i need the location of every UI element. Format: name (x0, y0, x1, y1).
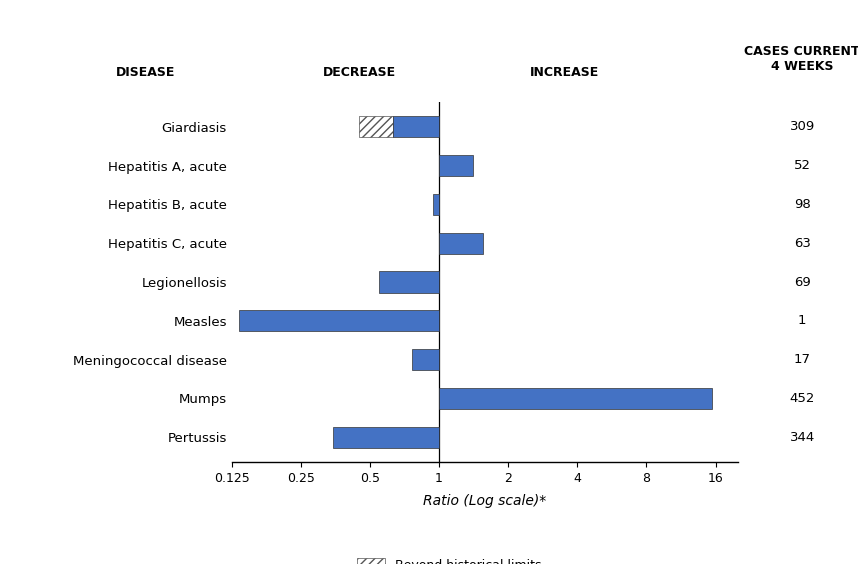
Bar (360, 116, 393, 138)
Text: 309: 309 (789, 120, 815, 133)
Text: 63: 63 (794, 237, 811, 250)
Text: 69: 69 (794, 275, 811, 289)
Bar (439, 388, 712, 409)
Text: CASES CURRENT
4 WEEKS: CASES CURRENT 4 WEEKS (745, 45, 858, 73)
Bar (439, 232, 483, 254)
Text: DISEASE: DISEASE (116, 66, 176, 79)
Text: DECREASE: DECREASE (323, 66, 396, 79)
Text: 17: 17 (794, 353, 811, 366)
Legend: Beyond historical limits: Beyond historical limits (357, 558, 541, 564)
Bar (393, 116, 439, 138)
Bar (333, 426, 439, 448)
Text: 452: 452 (789, 392, 815, 405)
Bar (439, 155, 473, 176)
Bar (412, 349, 439, 371)
Text: 98: 98 (794, 198, 811, 211)
Text: 52: 52 (794, 159, 811, 172)
Bar (433, 193, 439, 215)
Bar (239, 310, 439, 332)
Text: INCREASE: INCREASE (529, 66, 599, 79)
Text: 344: 344 (789, 431, 815, 444)
Bar (379, 271, 439, 293)
X-axis label: Ratio (Log scale)*: Ratio (Log scale)* (423, 494, 547, 508)
Text: 1: 1 (798, 314, 807, 327)
